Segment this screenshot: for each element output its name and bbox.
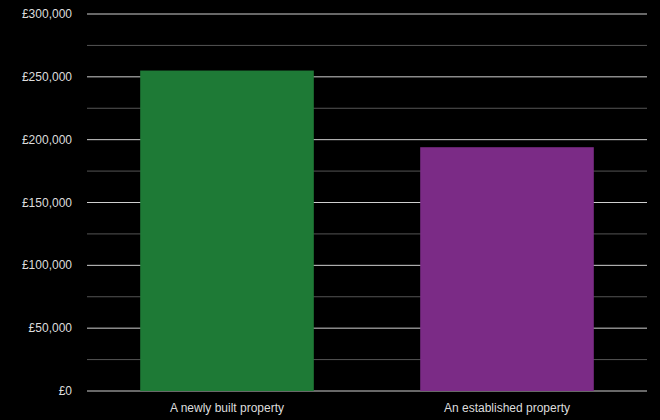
y-tick-label: £150,000 (22, 196, 72, 210)
minor-grid-line (87, 45, 647, 46)
y-tick-label: £250,000 (22, 70, 72, 84)
y-tick-label: £100,000 (22, 258, 72, 272)
y-tick-label: £50,000 (29, 321, 73, 335)
x-tick-label: An established property (444, 401, 570, 415)
bar (420, 147, 594, 391)
y-tick-label: £0 (59, 384, 73, 398)
bar (140, 71, 314, 391)
y-tick-label: £200,000 (22, 133, 72, 147)
x-tick-label: A newly built property (170, 401, 284, 415)
bars (140, 71, 594, 391)
grid-line (87, 14, 647, 15)
y-tick-label: £300,000 (22, 7, 72, 21)
chart: £0 £50,000 £100,000 £150,000 £200,000 £250,00… (0, 0, 660, 420)
